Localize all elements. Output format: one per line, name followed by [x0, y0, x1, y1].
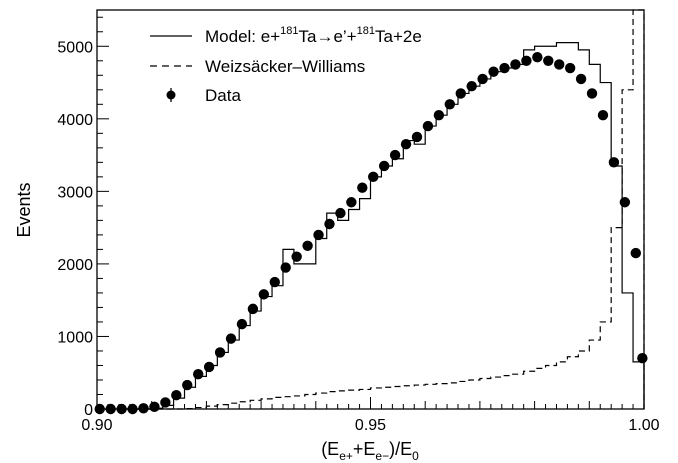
- data-point: [258, 289, 270, 300]
- data-point: [138, 403, 149, 414]
- data-point: [499, 62, 510, 74]
- data-point: [116, 403, 127, 415]
- data-point: [466, 80, 477, 92]
- data-point: [521, 55, 532, 66]
- data-point: [433, 109, 445, 121]
- legend: Model: e+181Ta→e’+181Ta+2e Weizsäcker–Wi…: [150, 25, 422, 105]
- y-tick-label: 0: [84, 402, 93, 419]
- data-point: [346, 197, 357, 208]
- y-tick-label: 5000: [57, 39, 93, 56]
- data-point: [368, 171, 379, 183]
- data-point: [630, 247, 641, 259]
- data-point: [575, 73, 587, 85]
- model-histogram: [97, 42, 645, 410]
- data-point: [357, 182, 368, 193]
- data-point: [203, 361, 215, 373]
- data-point: [455, 88, 466, 99]
- x-tick-label: 0.90: [81, 417, 112, 434]
- x-axis-title: (Ee++Ee−)/E0: [321, 439, 419, 463]
- data-point: [236, 318, 248, 330]
- data-points: [94, 51, 648, 415]
- data-point: [554, 59, 565, 70]
- data-point: [127, 403, 138, 415]
- data-point: [608, 157, 620, 168]
- ww-histogram: [97, 9, 645, 410]
- data-point: [269, 276, 280, 288]
- data-point: [302, 240, 313, 251]
- data-point: [444, 99, 456, 110]
- data-point: [378, 160, 390, 172]
- x-tick-label: 1.00: [628, 417, 659, 434]
- y-tick-label: 3000: [57, 184, 93, 201]
- legend-model-label: Model: e+181Ta→e’+181Ta+2e: [205, 25, 422, 46]
- data-point: [564, 62, 576, 74]
- data-point: [543, 55, 554, 66]
- y-tick-label: 2000: [57, 257, 93, 274]
- data-point: [637, 353, 648, 364]
- x-tick-label: 0.95: [355, 417, 386, 434]
- data-point: [389, 149, 401, 161]
- data-point: [105, 403, 116, 415]
- data-point: [280, 262, 291, 273]
- y-tick-label: 1000: [57, 329, 93, 346]
- data-point: [247, 303, 259, 315]
- data-point: [532, 51, 543, 63]
- legend-ww-label: Weizsäcker–Williams: [205, 57, 365, 76]
- data-point: [597, 109, 609, 121]
- data-point: [477, 73, 488, 85]
- legend-data-label: Data: [205, 86, 241, 105]
- data-point: [586, 88, 598, 99]
- data-point: [411, 131, 423, 143]
- y-tick-label: 4000: [57, 112, 93, 129]
- axis-ticks: 0 1000 2000 3000 4000 5000 0.90 0.95 1.00: [57, 16, 660, 434]
- data-point: [214, 347, 226, 358]
- data-point: [160, 397, 171, 408]
- data-point: [182, 379, 193, 391]
- data-point: [335, 207, 346, 219]
- data-point: [422, 120, 434, 132]
- data-point: [619, 197, 631, 208]
- data-point: [488, 66, 499, 77]
- data-point: [510, 59, 521, 70]
- y-axis-title: Events: [14, 182, 34, 237]
- data-point: [149, 401, 160, 413]
- data-point: [192, 368, 204, 380]
- data-point: [313, 229, 324, 241]
- data-point: [291, 251, 302, 262]
- data-point: [94, 403, 105, 415]
- data-point: [400, 139, 412, 150]
- data-point: [324, 218, 335, 230]
- data-point: [171, 390, 182, 401]
- data-point: [225, 333, 237, 344]
- plot-frame: [96, 9, 645, 410]
- series-layer: [97, 9, 645, 410]
